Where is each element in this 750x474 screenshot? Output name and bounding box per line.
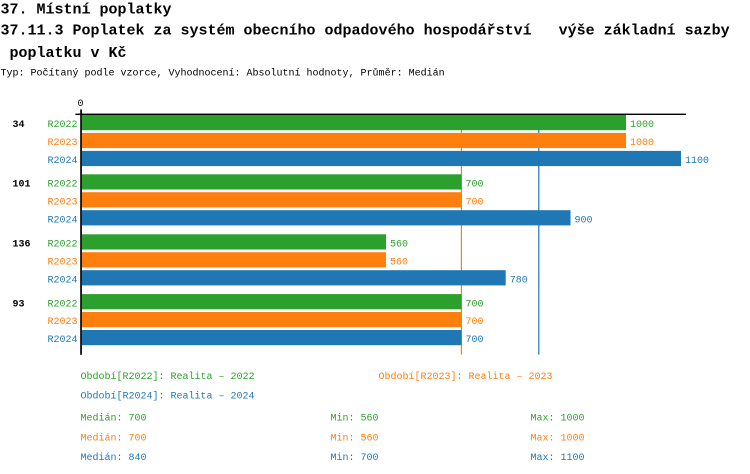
svg-text:R2023: R2023 [48, 197, 78, 208]
svg-text:Medián: 840: Medián: 840 [81, 452, 147, 464]
svg-text:780: 780 [510, 275, 528, 286]
svg-text:Min: 560: Min: 560 [331, 413, 379, 425]
svg-text:R2023: R2023 [48, 257, 78, 268]
svg-text:900: 900 [575, 215, 593, 226]
svg-text:1000: 1000 [630, 138, 654, 149]
svg-text:R2022: R2022 [48, 120, 78, 131]
svg-text:Medián: 700: Medián: 700 [81, 413, 147, 425]
svg-text:Období[R2023]: Realita – 2023: Období[R2023]: Realita – 2023 [379, 371, 553, 383]
svg-text:700: 700 [466, 180, 484, 191]
svg-text:37. Místní poplatky: 37. Místní poplatky [1, 1, 172, 18]
svg-text:Min: 700: Min: 700 [331, 452, 379, 464]
svg-text:0: 0 [78, 99, 84, 110]
svg-text:R2024: R2024 [48, 275, 78, 286]
svg-text:R2024: R2024 [48, 215, 78, 226]
svg-text:R2023: R2023 [48, 138, 78, 149]
svg-text:R2023: R2023 [48, 317, 78, 328]
svg-text:Max: 1000: Max: 1000 [531, 414, 585, 425]
svg-text:1000: 1000 [630, 120, 654, 131]
svg-text:700: 700 [466, 335, 484, 346]
svg-text:R2024: R2024 [48, 335, 78, 346]
svg-text:Max: 1100: Max: 1100 [531, 453, 585, 464]
svg-text:Max: 1000: Max: 1000 [531, 433, 585, 444]
svg-text:560: 560 [390, 240, 408, 251]
svg-text:700: 700 [466, 317, 484, 328]
svg-text:R2022: R2022 [48, 240, 78, 251]
svg-text:Období[R2022]: Realita – 2022: Období[R2022]: Realita – 2022 [81, 371, 255, 383]
svg-text:700: 700 [466, 197, 484, 208]
svg-text:101: 101 [13, 180, 31, 191]
svg-text:poplatku v Kč: poplatku v Kč [10, 45, 127, 62]
svg-text:R2022: R2022 [48, 180, 78, 191]
svg-text:R2024: R2024 [48, 156, 78, 167]
svg-text:R2022: R2022 [48, 299, 78, 310]
svg-text:37.11.3 Poplatek za systém obe: 37.11.3 Poplatek za systém obecního odpa… [1, 23, 730, 40]
svg-text:560: 560 [390, 257, 408, 268]
svg-text:34: 34 [13, 120, 25, 131]
svg-text:1100: 1100 [685, 156, 709, 167]
svg-text:700: 700 [466, 299, 484, 310]
svg-text:136: 136 [13, 240, 31, 251]
svg-text:93: 93 [13, 299, 25, 310]
svg-text:Min: 560: Min: 560 [331, 432, 379, 444]
svg-text:Typ: Počítaný podle vzorce, Vy: Typ: Počítaný podle vzorce, Vyhodnocení:… [1, 67, 445, 80]
svg-text:Období[R2024]: Realita – 2024: Období[R2024]: Realita – 2024 [81, 390, 255, 402]
svg-text:Medián: 700: Medián: 700 [81, 432, 147, 444]
